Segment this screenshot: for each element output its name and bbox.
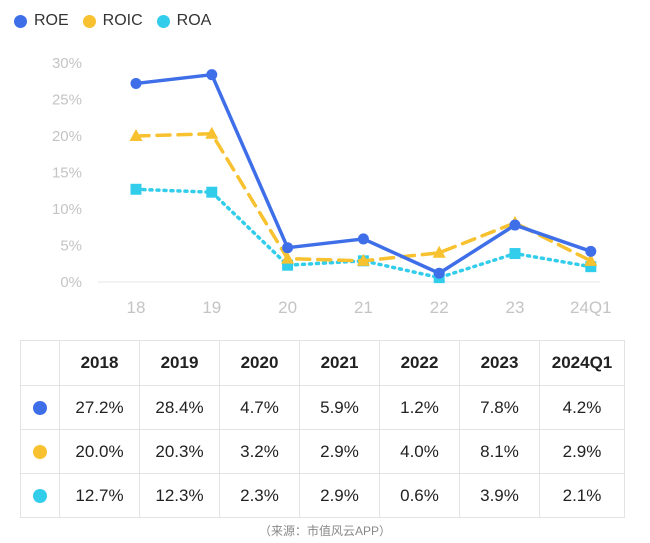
point-roe	[206, 69, 218, 81]
legend-item-roa: ROA	[156, 12, 212, 30]
table-cell: 7.8%	[459, 385, 540, 430]
table-cell: 5.9%	[299, 385, 380, 430]
table-row-roe: 27.2% 28.4% 4.7% 5.9% 1.2% 7.8% 4.2%	[20, 385, 625, 430]
x-tick-label: 19	[202, 298, 221, 317]
y-tick-label: 10%	[52, 201, 82, 218]
point-roe	[433, 267, 445, 279]
y-tick-label: 0%	[60, 274, 82, 291]
point-roic	[205, 126, 219, 139]
point-roe	[282, 242, 294, 254]
point-roa	[130, 183, 142, 195]
roa-dot-icon	[33, 489, 47, 504]
row-marker-roic	[20, 429, 60, 474]
table-header-cell: 2022	[379, 340, 460, 386]
y-tick-label: 30%	[52, 55, 82, 72]
table-cell: 27.2%	[59, 385, 140, 430]
x-tick-label: 24Q1	[570, 298, 612, 317]
table-cell: 2.9%	[539, 429, 625, 474]
table-cell: 2.3%	[219, 473, 300, 518]
legend-roa-marker	[156, 14, 170, 28]
legend-roe-label: ROE	[34, 12, 69, 29]
table-header-cell: 2023	[459, 340, 540, 386]
table-cell: 20.0%	[59, 429, 140, 474]
point-roa	[585, 261, 597, 273]
table-cell: 8.1%	[459, 429, 540, 474]
legend-item-roe: ROE	[14, 12, 69, 30]
table-cell: 3.2%	[219, 429, 300, 474]
data-table: 2018 2019 2020 2021 2022 2023 2024Q1 27.…	[20, 340, 625, 518]
table-row-roa: 12.7% 12.3% 2.3% 2.9% 0.6% 3.9% 2.1%	[20, 473, 625, 518]
chart-legend: ROE ROIC ROA	[14, 12, 211, 30]
table-cell: 2.1%	[539, 473, 625, 518]
x-tick-label: 20	[278, 298, 297, 317]
point-roic	[281, 251, 295, 264]
legend-roic-label: ROIC	[102, 12, 143, 29]
table-cell: 12.7%	[59, 473, 140, 518]
point-roe	[509, 219, 521, 231]
source-note: （来源：市值风云APP）	[258, 524, 391, 538]
roe-dot-icon	[33, 401, 47, 416]
table-cell: 4.7%	[219, 385, 300, 430]
point-roa	[282, 259, 294, 271]
table-header-cell: 2021	[299, 340, 380, 386]
table-cell: 28.4%	[139, 385, 220, 430]
y-tick-label: 5%	[60, 238, 82, 255]
point-roe	[357, 233, 369, 245]
point-roic	[432, 245, 446, 258]
table-cell: 4.0%	[379, 429, 460, 474]
x-tick-label: 18	[127, 298, 146, 317]
point-roe	[130, 77, 142, 89]
table-header-cell: 2024Q1	[539, 340, 625, 386]
legend-item-roic: ROIC	[82, 12, 143, 30]
roic-dot-icon	[33, 445, 47, 460]
point-roe	[585, 245, 597, 257]
legend-roe-marker	[14, 14, 27, 28]
point-roa	[206, 186, 218, 198]
point-roic	[356, 253, 370, 266]
row-marker-roa	[20, 473, 60, 518]
legend-roa-label: ROA	[176, 12, 212, 29]
x-tick-label: 21	[354, 298, 373, 317]
legend-roic-marker	[82, 14, 96, 28]
y-tick-label: 20%	[52, 128, 82, 145]
y-tick-label: 25%	[52, 92, 82, 109]
table-cell: 1.2%	[379, 385, 460, 430]
x-tick-label: 23	[506, 298, 525, 317]
line-chart: 0% 5% 10% 15% 20% 25% 30% 18 19 20 21 22 23 24Q1	[52, 55, 612, 317]
x-tick-label: 22	[430, 298, 449, 317]
table-cell: 20.3%	[139, 429, 220, 474]
table-corner-cell	[20, 340, 60, 386]
point-roic	[584, 253, 598, 266]
table-row-roic: 20.0% 20.3% 3.2% 2.9% 4.0% 8.1% 2.9%	[20, 429, 625, 474]
table-cell: 4.2%	[539, 385, 625, 430]
point-roa	[509, 248, 521, 260]
table-header-cell: 2020	[219, 340, 300, 386]
point-roic	[129, 129, 143, 141]
y-tick-label: 15%	[52, 165, 82, 182]
table-cell: 3.9%	[459, 473, 540, 518]
table-cell: 0.6%	[379, 473, 460, 518]
table-cell: 2.9%	[299, 429, 380, 474]
table-header-cell: 2019	[139, 340, 220, 386]
table-cell: 2.9%	[299, 473, 380, 518]
table-header-row: 2018 2019 2020 2021 2022 2023 2024Q1	[20, 340, 625, 386]
row-marker-roe	[20, 385, 60, 430]
table-cell: 12.3%	[139, 473, 220, 518]
table-header-cell: 2018	[59, 340, 140, 386]
